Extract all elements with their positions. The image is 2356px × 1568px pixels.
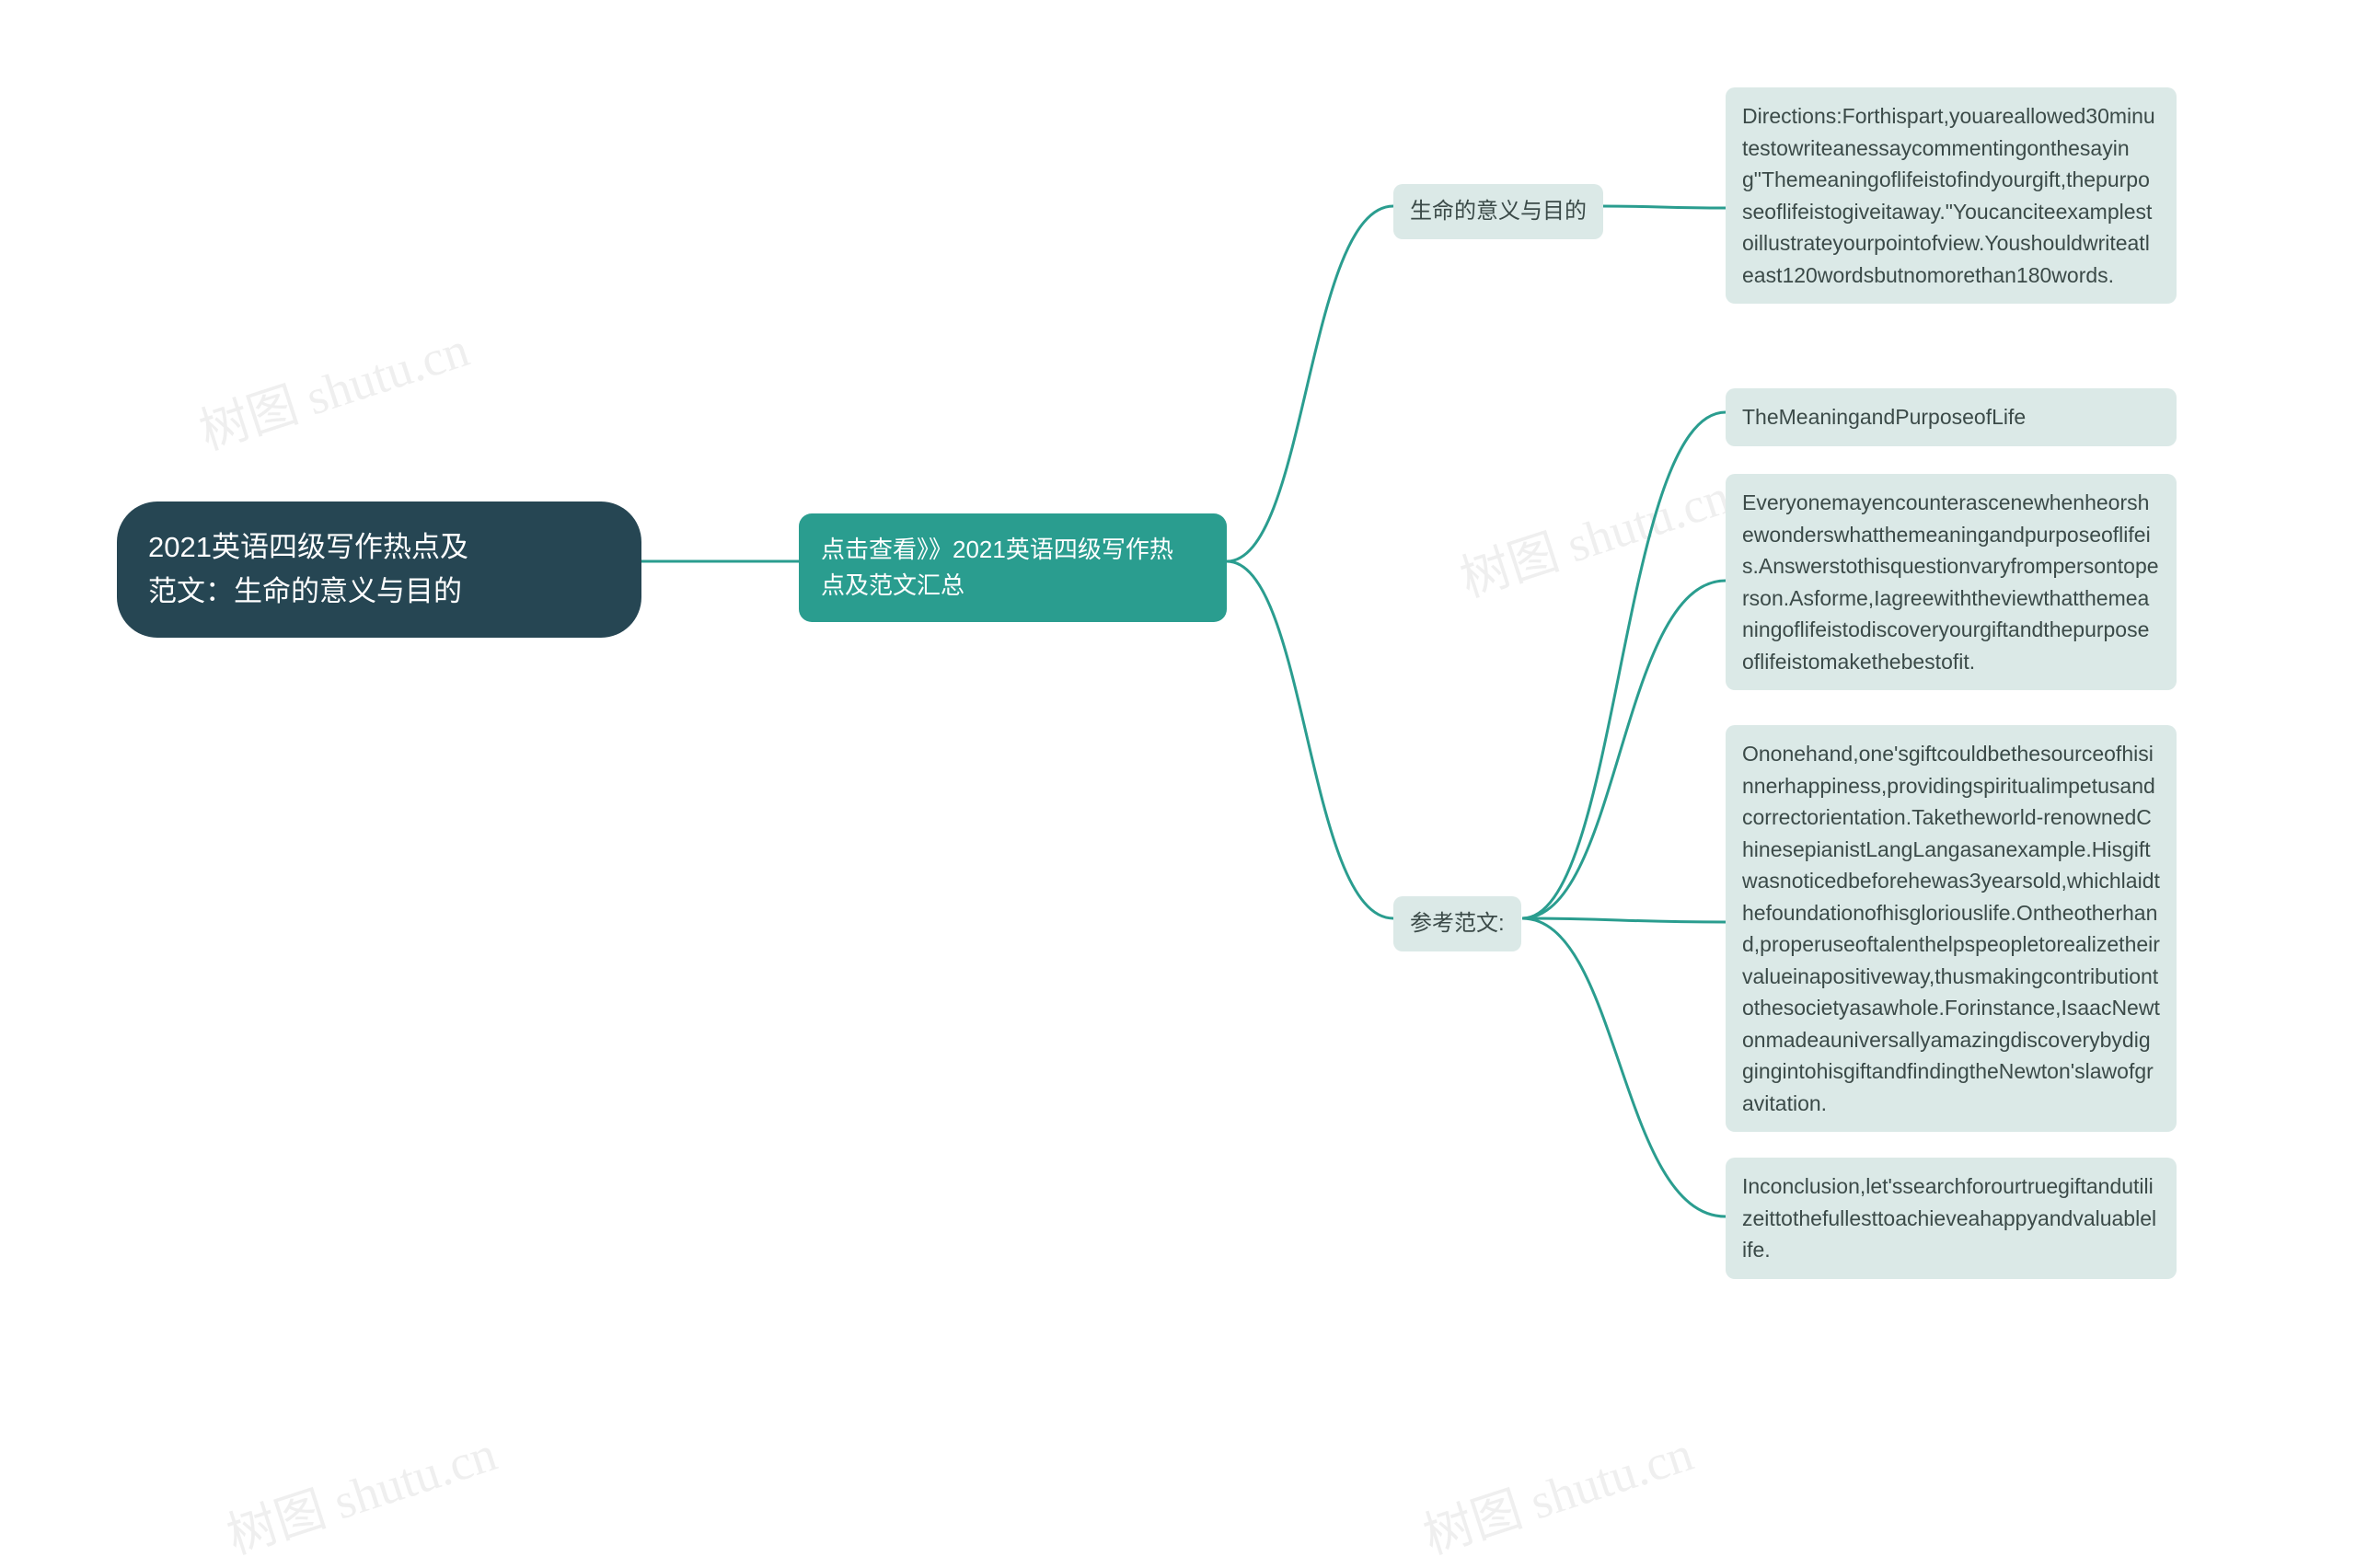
watermark: 树图 shutu.cn xyxy=(1413,1412,1701,1568)
mindmap-leaf-sample-title: TheMeaningandPurposeofLife xyxy=(1726,388,2177,446)
watermark: 树图 shutu.cn xyxy=(216,1412,504,1568)
mindmap-root: 2021英语四级写作热点及 范文：生命的意义与目的 xyxy=(117,502,641,638)
level1-line2: 点及范文汇总 xyxy=(821,571,964,599)
mindmap-leaf-sample-p1: Everyonemayencounterascenewhenheorshewon… xyxy=(1726,474,2177,690)
mindmap-leaf-sample-p2: Ononehand,one'sgiftcouldbethesourceofhis… xyxy=(1726,725,2177,1132)
leaf-text: TheMeaningandPurposeofLife xyxy=(1742,405,2026,429)
root-line1: 2021英语四级写作热点及 xyxy=(148,531,468,563)
level1-line1: 点击查看》》2021英语四级写作热 xyxy=(821,536,1173,563)
root-line2: 范文：生命的意义与目的 xyxy=(148,575,462,607)
topic-label: 生命的意义与目的 xyxy=(1410,199,1587,224)
mindmap-leaf-directions: Directions:Forthispart,youareallowed30mi… xyxy=(1726,87,2177,304)
leaf-text: Ononehand,one'sgiftcouldbethesourceofhis… xyxy=(1742,742,2160,1115)
leaf-text: Inconclusion,let'ssearchforourtruegiftan… xyxy=(1742,1174,2156,1262)
watermark: 树图 shutu.cn xyxy=(1449,455,1738,611)
mindmap-node-level1: 点击查看》》2021英语四级写作热 点及范文汇总 xyxy=(799,513,1227,622)
watermark: 树图 shutu.cn xyxy=(189,308,477,464)
mindmap-node-sample: 参考范文: xyxy=(1393,896,1521,951)
leaf-text: Directions:Forthispart,youareallowed30mi… xyxy=(1742,104,2155,287)
mindmap-leaf-sample-p3: Inconclusion,let'ssearchforourtruegiftan… xyxy=(1726,1158,2177,1279)
sample-label: 参考范文: xyxy=(1410,911,1505,936)
leaf-text: Everyonemayencounterascenewhenheorshewon… xyxy=(1742,490,2159,674)
mindmap-node-topic: 生命的意义与目的 xyxy=(1393,184,1603,239)
